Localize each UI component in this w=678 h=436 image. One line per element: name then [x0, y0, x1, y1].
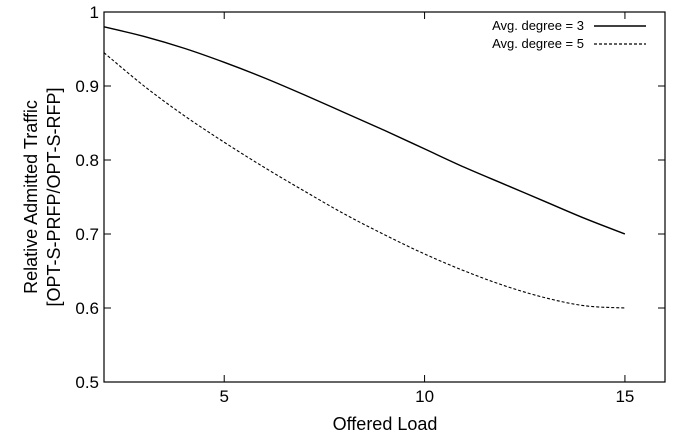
series-line-avg-degree-3	[103, 26, 626, 235]
x-tick-label: 15	[615, 387, 634, 406]
x-axis-label: Offered Load	[333, 414, 438, 434]
y-axis-label: Relative Admitted Traffic [OPT-S-PRFP/OP…	[21, 87, 64, 306]
y-tick-label: 0.6	[75, 299, 99, 318]
y-tick-label: 0.5	[75, 373, 99, 392]
x-tick-label: 5	[219, 387, 228, 406]
y-axis-label-line-1: Relative Admitted Traffic	[21, 100, 41, 294]
legend: Avg. degree = 3 Avg. degree = 5	[492, 18, 646, 51]
x-tick-label: 10	[415, 387, 434, 406]
legend-label-avg-degree-3: Avg. degree = 3	[492, 18, 584, 33]
y-tick-label: 0.8	[75, 151, 99, 170]
y-tick-label: 0.9	[75, 77, 99, 96]
plot-frame	[103, 11, 666, 383]
y-tick-label: 0.7	[75, 225, 99, 244]
y-axis-label-line-2: [OPT-S-PRFP/OPT-S-RFP]	[44, 87, 64, 306]
legend-label-avg-degree-5: Avg. degree = 5	[492, 36, 584, 51]
y-tick-label: 1	[90, 3, 99, 22]
series-line-avg-degree-5	[103, 52, 625, 309]
